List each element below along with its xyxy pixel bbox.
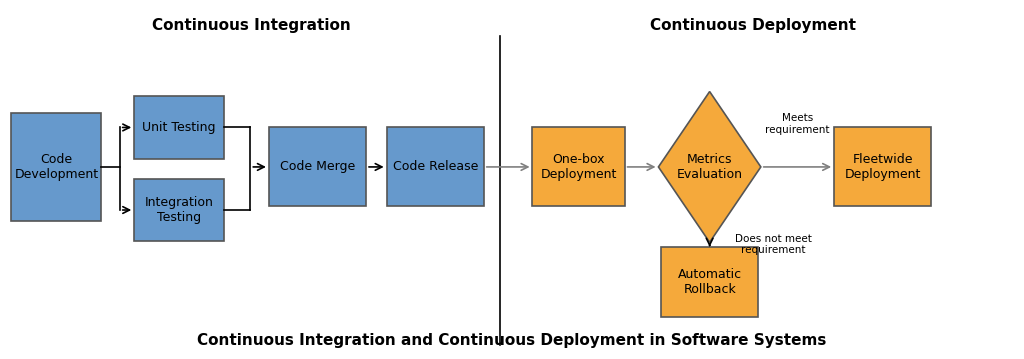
- Text: Metrics
Evaluation: Metrics Evaluation: [677, 153, 742, 181]
- Text: Unit Testing: Unit Testing: [142, 121, 216, 134]
- FancyBboxPatch shape: [834, 127, 932, 206]
- Text: Continuous Deployment: Continuous Deployment: [649, 18, 856, 33]
- FancyBboxPatch shape: [134, 96, 224, 159]
- Text: Meets
requirement: Meets requirement: [765, 113, 829, 135]
- FancyBboxPatch shape: [11, 113, 101, 221]
- FancyBboxPatch shape: [387, 127, 484, 206]
- FancyBboxPatch shape: [662, 247, 758, 317]
- Polygon shape: [658, 92, 761, 242]
- Text: Code
Development: Code Development: [14, 153, 98, 181]
- Text: One-box
Deployment: One-box Deployment: [541, 153, 616, 181]
- FancyBboxPatch shape: [268, 127, 367, 206]
- Text: Code Release: Code Release: [392, 160, 478, 173]
- Text: Automatic
Rollback: Automatic Rollback: [678, 268, 741, 296]
- Text: Does not meet
requirement: Does not meet requirement: [735, 234, 812, 255]
- FancyBboxPatch shape: [532, 127, 625, 206]
- FancyBboxPatch shape: [134, 179, 224, 241]
- Text: Integration
Testing: Integration Testing: [144, 196, 214, 224]
- Text: Fleetwide
Deployment: Fleetwide Deployment: [845, 153, 921, 181]
- Text: Code Merge: Code Merge: [280, 160, 355, 173]
- Text: Continuous Integration and Continuous Deployment in Software Systems: Continuous Integration and Continuous De…: [198, 333, 826, 348]
- Text: Continuous Integration: Continuous Integration: [152, 18, 350, 33]
